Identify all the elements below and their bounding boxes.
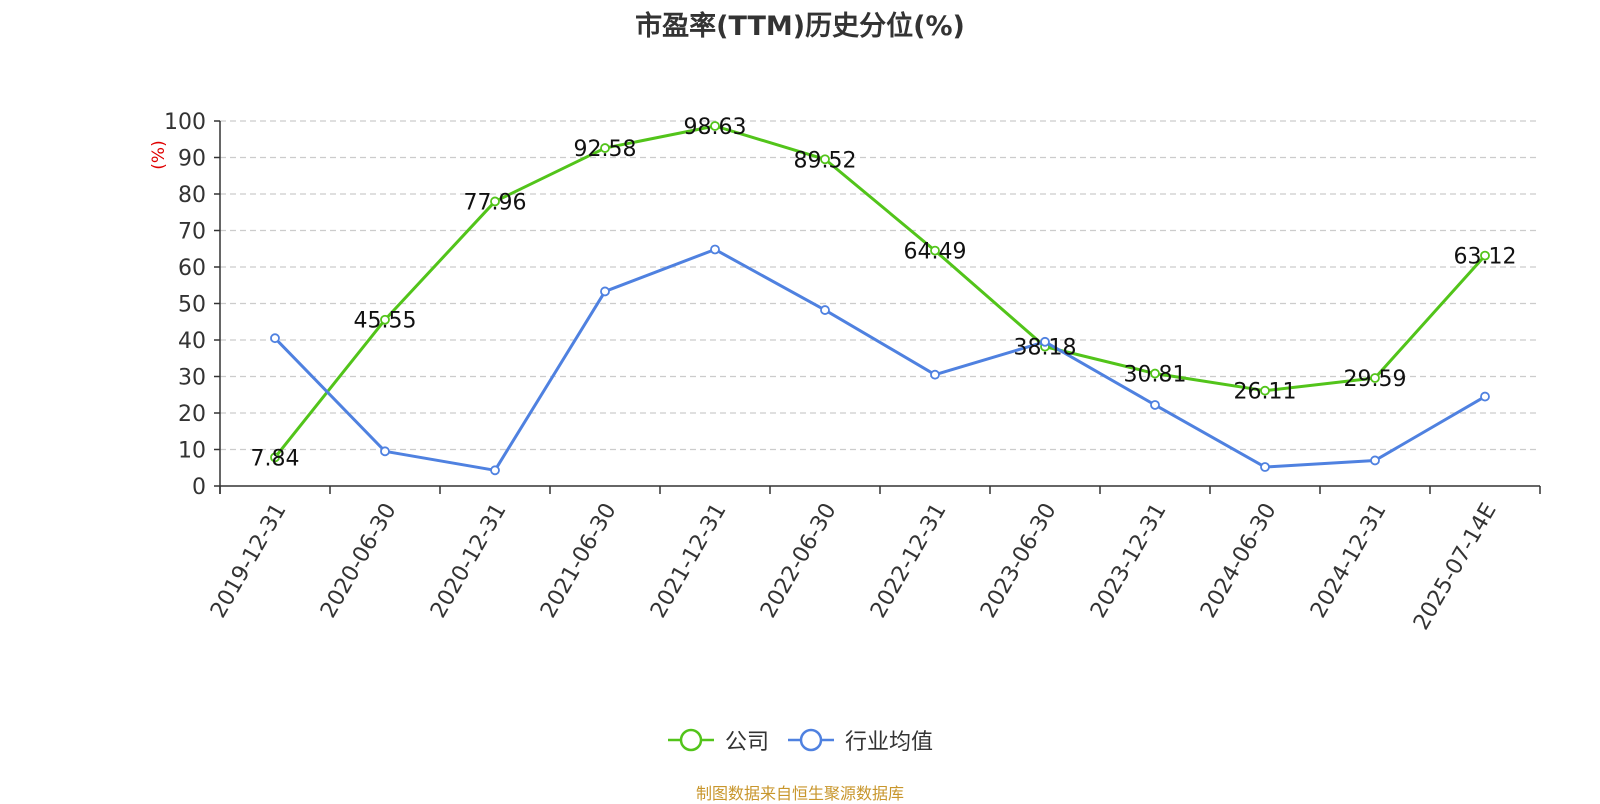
data-point: [1370, 455, 1380, 466]
y-tick-label: 80: [178, 183, 206, 208]
data-label: 63.12: [1454, 245, 1517, 270]
series-line-1: [273, 247, 1486, 472]
x-tick-label: 2022-12-31: [866, 499, 952, 622]
x-tick-label: 2024-12-31: [1306, 499, 1392, 622]
x-tick-label: 2021-12-31: [646, 499, 732, 622]
data-label: 98.63: [684, 115, 747, 140]
data-point: [380, 446, 390, 457]
legend: 公司 行业均值: [0, 722, 1600, 758]
legend-label: 行业均值: [845, 730, 934, 755]
y-tick-label: 90: [178, 147, 206, 172]
data-point: [710, 244, 720, 255]
data-labels: 7.84 45.55 77.96 92.58 98.63 89.52 64.49 38.18 3…: [251, 115, 1517, 471]
data-point: [1150, 368, 1160, 379]
data-label: 29.59: [1344, 367, 1407, 392]
grid-lines: [220, 120, 1540, 451]
y-tick-label: 60: [178, 256, 206, 281]
axes: 0 10 20 30 40 50 60 70 80 90 100 (%) 2019-12-31 2020-…: [149, 110, 1541, 634]
series-line-0: [273, 124, 1487, 459]
legend-item[interactable]: 公司: [667, 724, 769, 756]
x-tick-label: 2020-06-30: [316, 499, 402, 622]
data-point: [600, 143, 610, 153]
data-point: [1260, 385, 1270, 396]
y-tick-label: 20: [178, 402, 206, 427]
x-tick-label: 2019-12-31: [206, 499, 292, 622]
y-axis-label: (%): [149, 140, 169, 169]
data-point: [1150, 400, 1160, 410]
data-label: 7.84: [251, 446, 300, 471]
data-point: [1480, 391, 1490, 402]
data-point: [380, 314, 390, 325]
data-point: [930, 369, 940, 380]
data-label: 26.11: [1234, 380, 1297, 405]
y-tick-label: 10: [178, 439, 206, 464]
data-point: [820, 305, 830, 315]
x-tick-label: 2025-07-14E: [1409, 499, 1502, 634]
y-tick-label: 70: [178, 220, 206, 245]
y-tick-label: 50: [178, 293, 206, 318]
legend-item[interactable]: 行业均值: [787, 724, 933, 756]
chart-title: 市盈率(TTM)历史分位(%): [635, 11, 965, 42]
data-point: [1260, 462, 1270, 472]
legend-marker-icon: [788, 728, 834, 752]
legend-marker-icon: [667, 728, 714, 752]
data-point: [270, 333, 280, 344]
x-tick-label: 2020-12-31: [426, 499, 512, 622]
data-point: [270, 452, 280, 463]
data-point: [1370, 373, 1380, 383]
data-point: [710, 121, 720, 131]
series: [270, 121, 1490, 476]
x-tick-label: 2022-06-30: [756, 499, 842, 622]
y-tick-label: 0: [192, 475, 206, 500]
data-point: [490, 465, 500, 476]
data-point: [1480, 250, 1490, 261]
data-label: 89.52: [794, 148, 857, 173]
data-label: 64.49: [904, 240, 967, 265]
source-note: 制图数据来自恒生聚源数据库: [695, 784, 904, 803]
data-label: 38.18: [1014, 336, 1077, 361]
data-point: [930, 245, 940, 256]
data-point: [490, 196, 500, 207]
x-tick-label: 2021-06-30: [536, 499, 622, 622]
data-label: 45.55: [354, 309, 417, 334]
data-label: 92.58: [574, 137, 637, 162]
y-tick-label: 30: [178, 366, 206, 391]
x-tick-label: 2023-12-31: [1086, 499, 1172, 622]
data-label: 30.81: [1124, 363, 1187, 388]
data-point: [820, 154, 830, 165]
x-tick-label: 2023-06-30: [976, 499, 1062, 622]
y-tick-label: 40: [178, 329, 206, 354]
data-label: 77.96: [464, 190, 527, 215]
y-tick-label: 100: [164, 110, 206, 135]
data-point: [1040, 336, 1050, 347]
data-point: [600, 286, 610, 297]
x-tick-label: 2024-06-30: [1196, 499, 1282, 622]
legend-label: 公司: [724, 730, 769, 755]
